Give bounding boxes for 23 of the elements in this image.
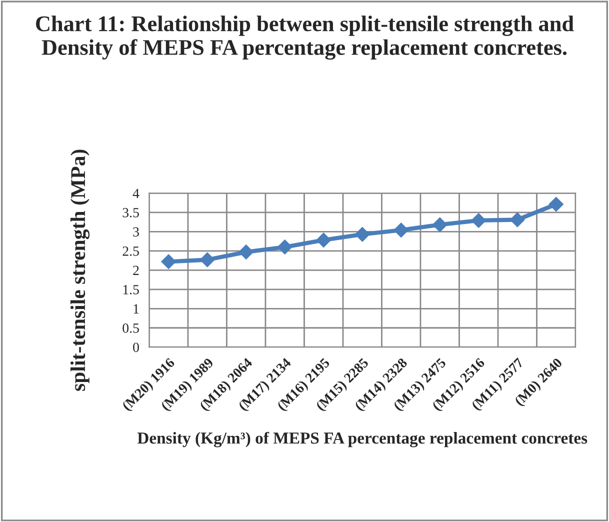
point xyxy=(548,196,564,212)
y-tick-label: 4 xyxy=(132,188,140,198)
chart-title: Chart 11: Relationship between split-tensile strength and Density of MEPS FA percentage replacement concretes. xyxy=(36,16,574,60)
y-tick-label: 1.5 xyxy=(123,285,139,294)
point xyxy=(394,222,409,238)
point xyxy=(471,213,486,228)
x-axis-title: Density (Kg/m³) of MEPS FA percentage replacement concretes xyxy=(137,432,588,448)
y-tick-label: 3.5 xyxy=(122,208,139,218)
y-tick-label: 0.5 xyxy=(122,323,139,333)
y-tick-label: 2.5 xyxy=(122,246,139,256)
y-axis-title: split-tensile strength (MPa) xyxy=(70,150,90,391)
y-tick-label: 2 xyxy=(133,266,139,275)
y-tick-label: 0 xyxy=(133,342,139,352)
point xyxy=(200,252,215,268)
point xyxy=(354,226,370,242)
point xyxy=(238,244,254,260)
point xyxy=(510,212,525,228)
point xyxy=(432,217,448,232)
point xyxy=(161,254,176,270)
point xyxy=(277,240,292,254)
y-tick-label: 1 xyxy=(134,304,139,314)
y-tick-label: 3 xyxy=(133,227,139,237)
point xyxy=(316,232,331,248)
